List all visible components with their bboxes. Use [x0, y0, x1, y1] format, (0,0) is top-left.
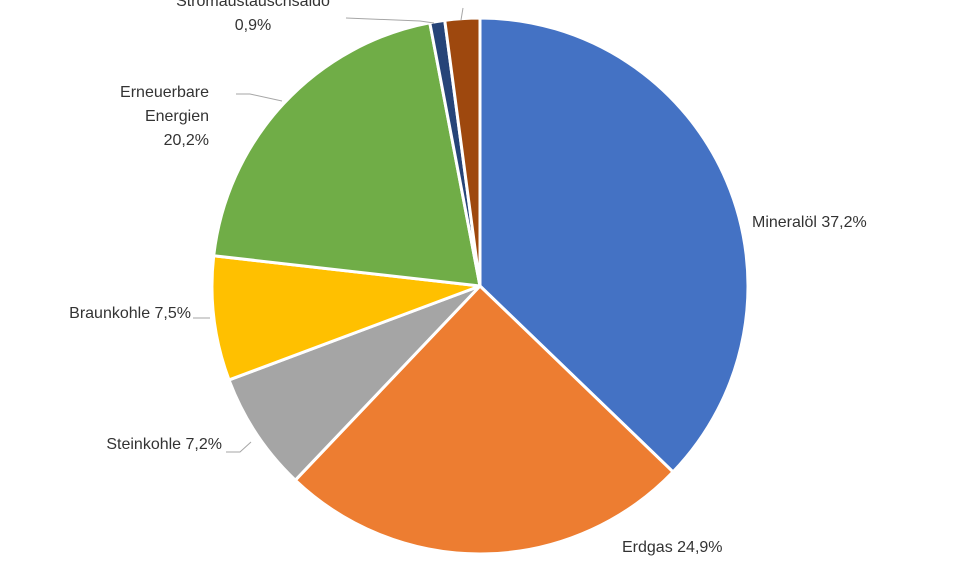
slice-label-erdgas: Erdgas 24,9% — [622, 539, 723, 556]
slice-labels: Mineralöl 37,2% Erdgas 24,9% Steinkohle 7,… — [69, 0, 867, 556]
leader-lines — [193, 7, 464, 453]
leader-line-steinkohle — [226, 441, 252, 453]
pie-slice-mineraloel — [478, 16, 750, 474]
pie-slice-erdgas — [293, 284, 675, 556]
pie-slice-erneuerbare-energien — [212, 21, 482, 288]
slice-label-mineraloel: Mineralöl 37,2% — [752, 214, 867, 231]
slice-label-steinkohle: Steinkohle 7,2% — [106, 436, 222, 453]
pie-slice-braunkohle — [210, 254, 482, 382]
slice-label-braunkohle: Braunkohle 7,5% — [69, 305, 191, 322]
pie-slices — [210, 16, 750, 556]
pie-slice-steinkohle — [227, 284, 482, 482]
leader-line-erneuerbare-energien — [236, 93, 283, 102]
pie-slice-sonstige — [443, 16, 482, 288]
leader-line-sonstige — [460, 7, 464, 21]
slice-label-erneuerbare-energien: Erneuerbare Energien 20,2% — [120, 84, 209, 149]
leader-line-stromaustauschsaldo — [345, 17, 435, 24]
slice-label-stromaustauschsaldo: Stromaustauschsaldo 0,9% — [176, 0, 330, 34]
